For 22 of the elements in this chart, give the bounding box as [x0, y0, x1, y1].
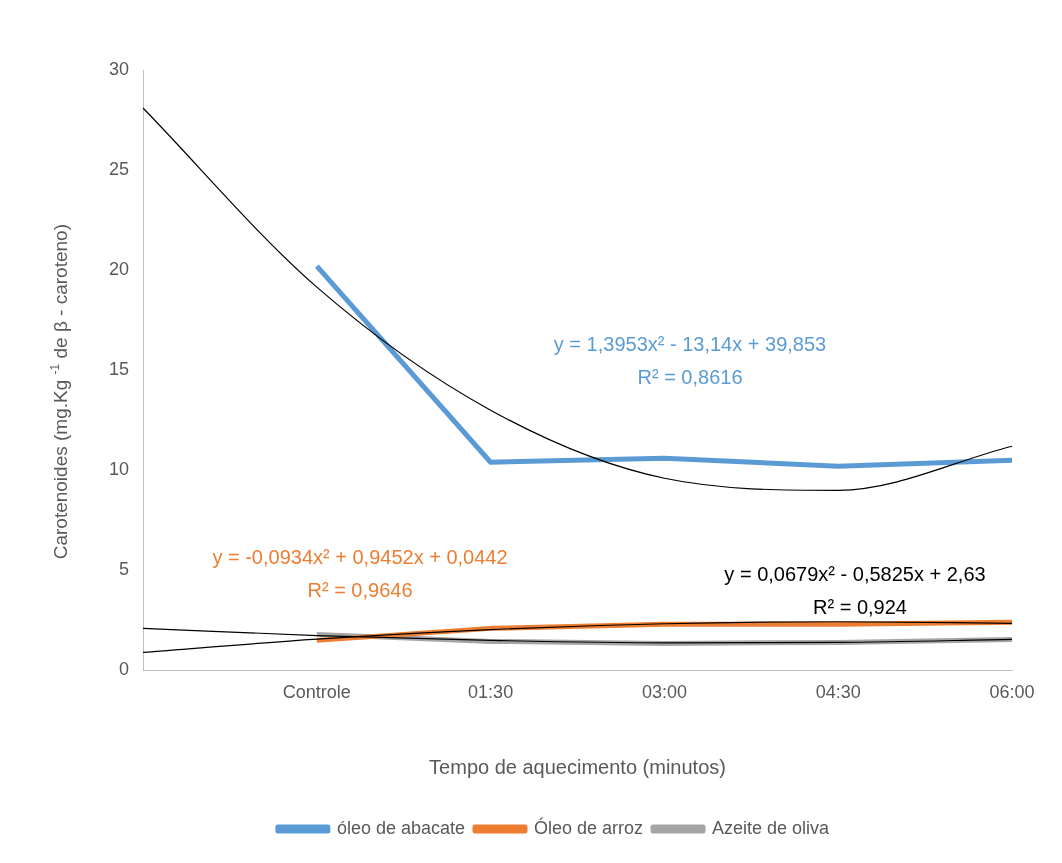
legend-label: Óleo de arroz [533, 816, 644, 838]
y-tick-label: 20 [108, 259, 130, 280]
x-axis-title: Tempo de aquecimento (minutos) [429, 755, 726, 778]
annotation: R² = 0,9646 [307, 578, 413, 601]
annotation: y = 0,0679x² - 0,5825x + 2,63 [724, 562, 986, 585]
y-tick-label: 10 [108, 459, 130, 480]
annotation: y = 1,3953x² - 13,14x + 39,853 [553, 332, 827, 355]
legend-label: óleo de abacate [336, 817, 465, 838]
x-tick-label: 03:00 [641, 682, 687, 703]
annotation: R² = 0,924 [813, 595, 907, 618]
y-tick-label: 15 [108, 359, 130, 380]
x-tick-label: 04:30 [815, 682, 861, 703]
legend-label: Azeite de oliva [712, 817, 831, 838]
y-tick-label: 30 [108, 58, 130, 79]
x-tick-label: 01:30 [468, 682, 514, 703]
x-tick-label: 06:00 [989, 682, 1035, 703]
annotation: y = -0,0934x² + 0,9452x + 0,0442 [212, 545, 508, 568]
x-tick-label: Controle [282, 682, 351, 703]
y-tick-label: 5 [119, 559, 130, 580]
y-tick-label: 0 [119, 659, 130, 680]
y-tick-label: 25 [108, 159, 130, 180]
annotation: R² = 0,8616 [637, 365, 743, 388]
